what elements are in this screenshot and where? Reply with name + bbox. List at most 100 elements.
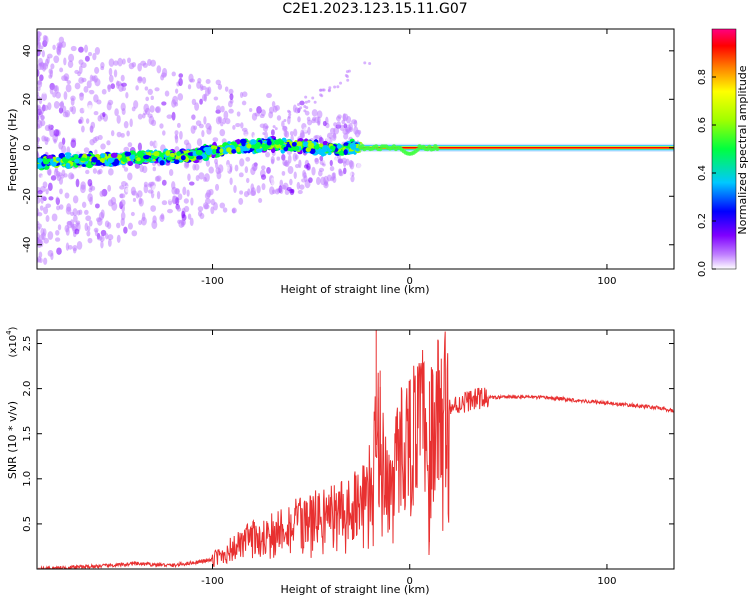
spectrogram-noise-point bbox=[41, 50, 45, 58]
spectrogram-band-point bbox=[42, 159, 50, 165]
spectrogram-noise-point bbox=[137, 76, 143, 84]
spectrogram-noise-point bbox=[178, 77, 183, 87]
spectrogram-band-point bbox=[166, 156, 173, 161]
spectrogram-noise-point bbox=[92, 168, 98, 174]
spectrogram-band-point bbox=[55, 157, 62, 162]
spectrogram-noise-point bbox=[121, 86, 127, 92]
spectrogram-noise-point bbox=[55, 229, 60, 236]
spectrogram-noise-point bbox=[351, 119, 358, 125]
spectrogram-noise-point bbox=[160, 74, 165, 81]
spectrogram-noise-point bbox=[37, 232, 40, 241]
spectrogram-noise-point bbox=[41, 92, 47, 101]
spectrogram-band-point bbox=[291, 141, 297, 147]
spectrogram-band-point bbox=[64, 152, 72, 157]
spectrogram-noise-point bbox=[333, 126, 340, 135]
spectrogram-band-point bbox=[315, 144, 320, 150]
spectrogram-noise-point bbox=[56, 46, 61, 55]
spectrogram-band-point bbox=[94, 154, 101, 159]
spectrogram-noise-point bbox=[343, 132, 349, 140]
spectrogram-noise-point bbox=[189, 217, 194, 227]
spectrogram-band-point bbox=[146, 152, 152, 157]
spectrogram-noise-point bbox=[201, 130, 205, 138]
spectrogram-noise-point bbox=[318, 167, 325, 172]
spectrogram-noise-point bbox=[161, 179, 167, 186]
spectrogram-noise-point bbox=[279, 186, 284, 195]
spectrogram-noise-point bbox=[59, 188, 63, 195]
spectrogram-noise-point bbox=[60, 93, 65, 102]
spectrogram-noise-point bbox=[311, 109, 318, 117]
spectrogram-band-point bbox=[210, 145, 218, 151]
spectrogram-band-point bbox=[329, 145, 336, 150]
spectrogram-noise-point bbox=[322, 120, 327, 127]
spectrogram-noise-point bbox=[127, 222, 133, 230]
x-tick-label: -100 bbox=[201, 276, 224, 287]
spectrogram-noise-point bbox=[88, 187, 93, 193]
spectrogram-noise-point bbox=[333, 85, 337, 89]
spectrogram-frame bbox=[36, 28, 675, 270]
spectrogram-noise-point bbox=[37, 220, 40, 226]
spectrogram-noise-point bbox=[240, 122, 244, 129]
spectrogram-band-point bbox=[180, 155, 186, 161]
spectrogram-noise-point bbox=[100, 229, 107, 236]
colorbar: 0.0 0.2 0.4 0.6 0.8 Normalized spectral ampl… bbox=[697, 28, 749, 277]
spectrogram-noise-point bbox=[120, 199, 126, 207]
spectrogram-noise-point bbox=[135, 85, 139, 91]
spectrogram-noise-point bbox=[100, 143, 106, 150]
spectrogram-noise-point bbox=[83, 147, 90, 154]
spectrogram-noise-point bbox=[236, 111, 241, 117]
spectrogram-noise-point bbox=[219, 202, 226, 209]
spectrogram-noise-point bbox=[37, 110, 40, 116]
spectrogram-noise-point bbox=[53, 129, 60, 137]
spectrogram-noise-point bbox=[342, 128, 349, 135]
spectrogram-noise-point bbox=[88, 220, 93, 227]
spectrogram-noise-point bbox=[120, 211, 126, 221]
spectrogram-noise-point bbox=[183, 161, 190, 169]
spectrogram-noise-point bbox=[123, 167, 129, 172]
spectrogram-noise-point bbox=[325, 124, 331, 129]
spectrogram-noise-point bbox=[56, 205, 61, 211]
spectrogram-noise-point bbox=[150, 59, 156, 67]
spectrogram-noise-point bbox=[126, 130, 130, 137]
spectrogram-noise-point bbox=[176, 207, 182, 212]
spectrogram-band-point bbox=[256, 148, 263, 153]
spectrogram-noise-point bbox=[87, 92, 91, 99]
spectrogram-noise-point bbox=[37, 114, 40, 123]
spectrogram-noise-point bbox=[265, 125, 269, 129]
spectrogram-noise-point bbox=[319, 155, 324, 161]
spectrogram-noise-point bbox=[164, 90, 170, 97]
x-tick-label: 100 bbox=[597, 576, 616, 587]
spectrogram-noise-point bbox=[332, 132, 337, 139]
spectrogram-noise-point bbox=[338, 168, 342, 174]
spectrogram-noise-point bbox=[69, 219, 75, 228]
spectrogram-band-point bbox=[99, 157, 105, 164]
spectrogram-band-point bbox=[250, 139, 257, 144]
spectrogram-noise-point bbox=[65, 84, 72, 93]
spectrogram-noise-point bbox=[203, 116, 207, 125]
spectrogram-panel: -100 0 100 -40 -20 0 20 40 Height of straight … bbox=[6, 28, 675, 296]
spectrogram-noise-point bbox=[69, 106, 74, 112]
spectrogram-noise-point bbox=[116, 131, 122, 138]
spectrogram-noise-point bbox=[116, 114, 121, 124]
spectrogram-noise-point bbox=[210, 206, 215, 215]
spectrogram-band-point bbox=[309, 148, 316, 155]
spectrogram-noise-point bbox=[132, 197, 137, 202]
colorbar-tick-label: 0.0 bbox=[697, 261, 708, 277]
spectrogram-noise-point bbox=[65, 131, 70, 137]
spectrogram-noise-point bbox=[143, 103, 150, 113]
spectrogram-noise-point bbox=[179, 130, 183, 140]
spectrogram-noise-point bbox=[190, 197, 194, 206]
spectrogram-noise-point bbox=[260, 174, 267, 180]
spectrogram-noise-point bbox=[208, 188, 214, 196]
spectrogram-noise-point bbox=[193, 125, 198, 130]
spectrogram-noise-point bbox=[64, 224, 70, 233]
spectrogram-noise-point bbox=[196, 81, 202, 89]
spectrogram-noise-point bbox=[304, 100, 308, 104]
spectrogram-noise-point bbox=[79, 92, 84, 97]
spectrogram-noise-point bbox=[250, 190, 257, 197]
snr-series-line bbox=[37, 331, 674, 569]
spectrogram-noise-point bbox=[187, 213, 192, 220]
spectrogram-noise-point bbox=[174, 134, 179, 144]
spectrogram-noise-point bbox=[287, 109, 291, 113]
spectrogram-noise-point bbox=[225, 164, 231, 172]
spectrogram-noise-point bbox=[327, 89, 331, 93]
